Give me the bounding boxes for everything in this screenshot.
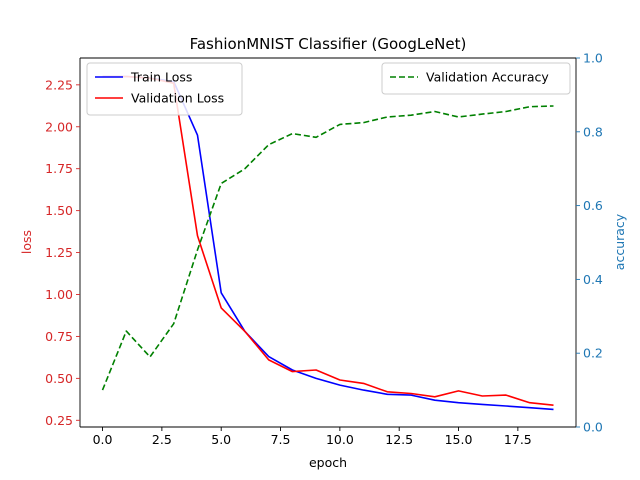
left-y-tick-label: 1.25 [45, 245, 73, 260]
left-y-tick-label: 2.00 [45, 119, 73, 134]
right-y-tick-label: 1.0 [583, 51, 603, 66]
legend-label: Validation Loss [131, 91, 224, 106]
axes: 0.0 2.5 5.0 7.5 10.0 12.5 15.0 17.5 0.25 0.50 0.75… [45, 51, 603, 448]
left-y-tick-label: 1.00 [45, 287, 73, 302]
right-y-tick-label: 0.6 [583, 198, 603, 213]
left-y-tick-label: 2.25 [45, 77, 73, 92]
legend-box [86, 62, 243, 116]
legend-label: Train Loss [130, 70, 192, 85]
right-y-tick-label: 0.2 [583, 346, 603, 361]
x-tick-label: 12.5 [385, 432, 413, 447]
legend-box [381, 62, 571, 95]
x-tick-label: 0.0 [93, 432, 113, 447]
left-y-tick-label: 0.50 [45, 371, 73, 386]
left-y-tick-label: 0.75 [45, 329, 73, 344]
x-tick-label: 7.5 [271, 432, 291, 447]
x-axis-label: epoch [309, 455, 347, 470]
legend-left: Train Loss Validation Loss [86, 62, 243, 116]
x-tick-label: 17.5 [504, 432, 532, 447]
right-y-tick-label: 0.4 [583, 272, 603, 287]
x-tick-label: 15.0 [445, 432, 473, 447]
left-y-axis-label: loss [19, 230, 34, 254]
legend-label: Validation Accuracy [426, 70, 549, 85]
left-y-tick-label: 1.50 [45, 203, 73, 218]
chart-title: FashionMNIST Classifier (GoogLeNet) [190, 35, 467, 53]
left-y-tick-label: 1.75 [45, 161, 73, 176]
x-tick-label: 2.5 [152, 432, 172, 447]
right-y-tick-label: 0.8 [583, 124, 603, 139]
right-y-axis-label: accuracy [612, 213, 627, 270]
x-tick-label: 10.0 [326, 432, 354, 447]
legend-right: Validation Accuracy [381, 62, 571, 95]
x-tick-label: 5.0 [211, 432, 231, 447]
right-y-tick-label: 0.0 [583, 420, 603, 435]
left-y-tick-label: 0.25 [45, 413, 73, 428]
